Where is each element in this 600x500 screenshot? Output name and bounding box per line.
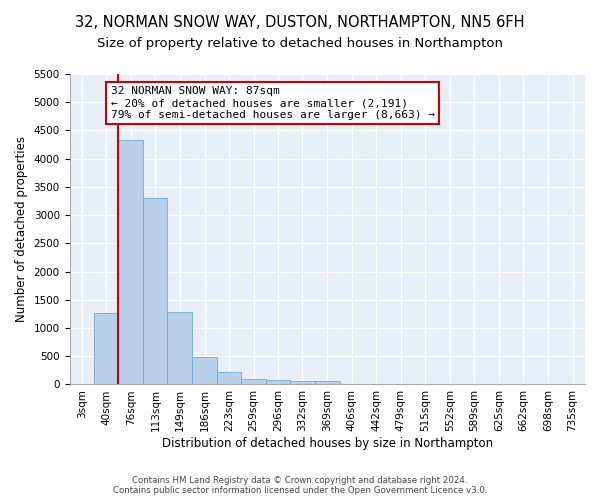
Bar: [217, 372, 241, 384]
X-axis label: Distribution of detached houses by size in Northampton: Distribution of detached houses by size …: [162, 437, 493, 450]
Text: Size of property relative to detached houses in Northampton: Size of property relative to detached ho…: [97, 38, 503, 51]
Bar: [118, 140, 143, 384]
Bar: [143, 198, 167, 384]
Bar: [167, 312, 192, 384]
Bar: [315, 381, 340, 384]
Bar: [290, 381, 315, 384]
Text: 32, NORMAN SNOW WAY, DUSTON, NORTHAMPTON, NN5 6FH: 32, NORMAN SNOW WAY, DUSTON, NORTHAMPTON…: [75, 15, 525, 30]
Bar: [266, 380, 290, 384]
Bar: [94, 313, 118, 384]
Text: 32 NORMAN SNOW WAY: 87sqm
← 20% of detached houses are smaller (2,191)
79% of se: 32 NORMAN SNOW WAY: 87sqm ← 20% of detac…: [111, 86, 435, 120]
Bar: [192, 357, 217, 384]
Bar: [241, 379, 266, 384]
Text: Contains HM Land Registry data © Crown copyright and database right 2024.
Contai: Contains HM Land Registry data © Crown c…: [113, 476, 487, 495]
Y-axis label: Number of detached properties: Number of detached properties: [15, 136, 28, 322]
